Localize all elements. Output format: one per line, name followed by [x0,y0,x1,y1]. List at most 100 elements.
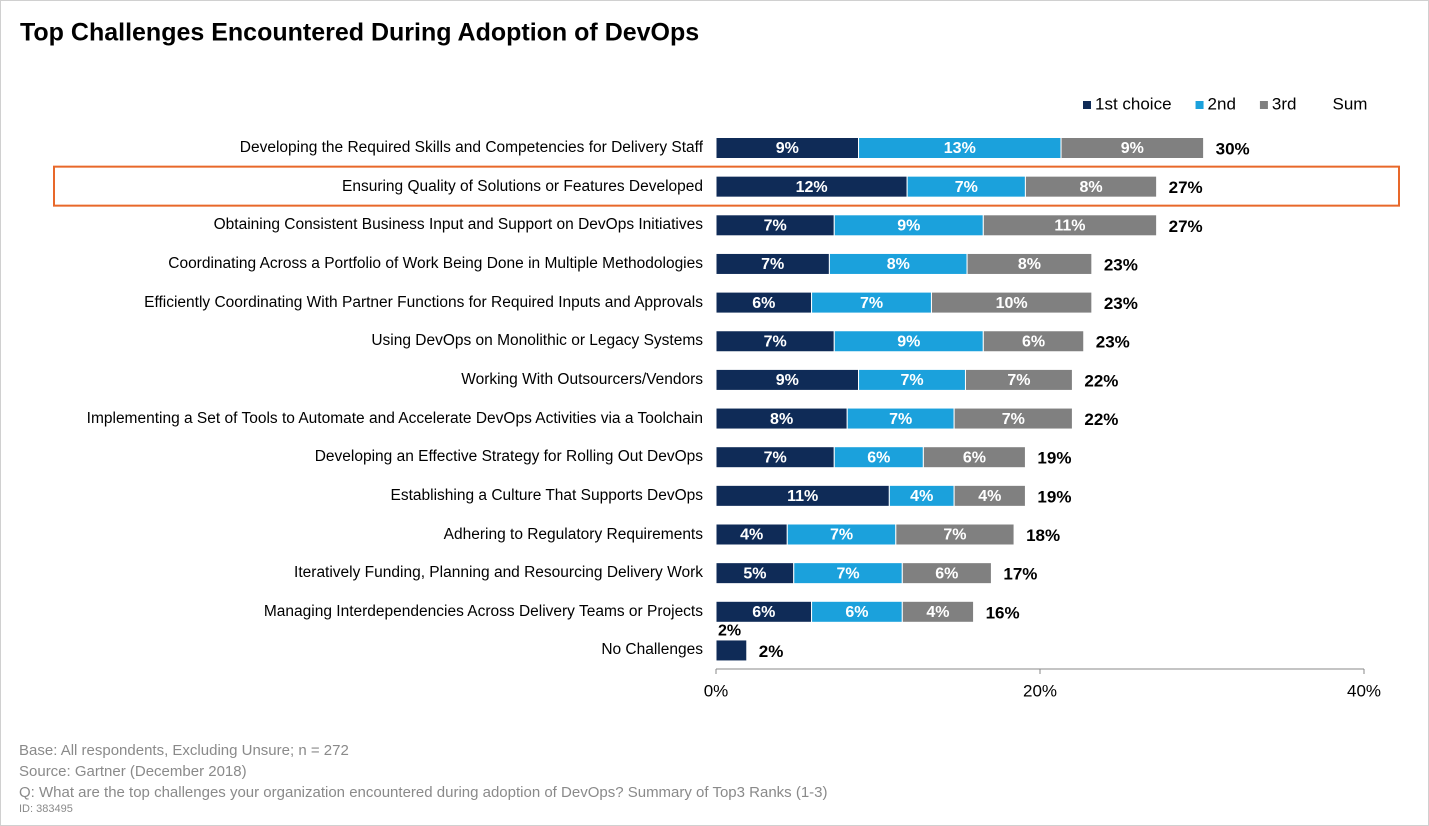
data-label: 6% [867,449,890,466]
category-label-box: Obtaining Consistent Business Input and … [213,216,703,234]
category-label-box: Establishing a Culture That Supports Dev… [390,486,703,504]
footnote: Base: All respondents, Excluding Unsure;… [19,742,349,759]
data-label: 7% [830,527,853,544]
bar-segment [895,523,1015,546]
data-label: 7% [761,256,784,273]
category-label-box: No Challenges [601,641,703,659]
bar-segment [982,330,1085,353]
category-label-box: Managing Interdependencies Across Delive… [264,603,703,620]
bar-segment [964,368,1073,391]
sum-label: 23% [1104,294,1138,313]
category-label: Developing the Required Skills and Compe… [239,139,703,156]
sum-label: 23% [1104,255,1138,274]
data-label: 12% [796,179,828,196]
category-label: Adhering to Regulatory Requirements [443,525,703,543]
category-label: No Challenges [601,641,703,659]
legend-swatch [1195,101,1204,109]
category-label-box: Working With Outsourcers/Vendors [461,370,703,388]
data-label: 7% [1007,372,1030,389]
category-label: Developing an Effective Strategy for Rol… [314,448,703,466]
category-label: Ensuring Quality of Solutions or Feature… [341,177,703,195]
sum-label: 16% [986,603,1020,622]
category-label-box: Implementing a Set of Tools to Automate … [86,409,703,427]
data-label: 9% [1121,140,1144,157]
category-label-box: Adhering to Regulatory Requirements [443,525,703,543]
category-label: Obtaining Consistent Business Input and … [213,216,703,234]
sum-label: 22% [1084,371,1118,390]
bar-segment [901,600,975,623]
bar-segment [953,407,1073,430]
category-label: Establishing a Culture That Supports Dev… [390,486,703,504]
data-label: 7% [836,565,859,582]
data-label: 7% [889,411,912,428]
sum-label: 18% [1026,526,1060,545]
category-label: Coordinating Across a Portfolio of Work … [168,254,703,272]
category-label: Working With Outsourcers/Vendors [461,370,703,388]
data-label: 7% [900,372,923,389]
category-label-box: Efficiently Coordinating With Partner Fu… [144,293,703,311]
data-label: 2% [718,623,741,640]
category-label: Implementing a Set of Tools to Automate … [86,409,703,427]
data-label: 9% [776,140,799,157]
id-note: ID: 383495 [19,803,73,815]
data-label: 7% [943,527,966,544]
category-label-box: Ensuring Quality of Solutions or Feature… [341,177,703,195]
category-label: Efficiently Coordinating With Partner Fu… [144,293,703,311]
data-label: 8% [887,256,910,273]
legend-label: 2nd [1208,94,1236,113]
sum-label: 17% [1003,565,1037,584]
data-label: 4% [926,604,949,621]
bar-segment [930,291,1093,314]
category-label: Using DevOps on Monolithic or Legacy Sys… [371,332,703,350]
data-label: 7% [955,179,978,196]
data-label: 13% [944,140,976,157]
data-label: 9% [776,372,799,389]
data-label: 11% [1054,218,1085,235]
legend-label: 3rd [1272,94,1297,113]
category-label-box: Developing the Required Skills and Compe… [239,139,703,156]
data-label: 5% [743,565,766,582]
data-label: 7% [764,449,787,466]
data-label: 6% [752,295,775,312]
data-label: 4% [978,488,1001,505]
bar-segment [1024,175,1158,198]
sum-label: 27% [1169,178,1203,197]
legend-swatch [1083,101,1091,109]
bar-segment [715,639,748,662]
data-label: 6% [752,604,775,621]
x-tick-label: 40% [1347,681,1381,700]
sum-label: 2% [759,642,784,661]
category-label-box: Iteratively Funding, Planning and Resour… [294,564,703,582]
data-label: 9% [897,218,920,235]
data-label: 11% [787,488,818,505]
data-label: 8% [1018,256,1041,273]
sum-label: 30% [1216,139,1250,158]
category-label: Iteratively Funding, Planning and Resour… [294,564,703,582]
category-label-box: Coordinating Across a Portfolio of Work … [168,254,703,272]
footnote: Q: What are the top challenges your orga… [19,784,828,801]
bar-segment [953,484,1026,507]
sum-label: 23% [1096,333,1130,352]
data-label: 9% [897,333,920,350]
data-label: 7% [764,333,787,350]
chart-title: Top Challenges Encountered During Adopti… [20,19,699,47]
data-label: 8% [1079,179,1102,196]
data-label: 4% [910,488,933,505]
legend-swatch [1259,101,1268,109]
footnote: Source: Gartner (December 2018) [19,763,247,780]
bar-segment [982,214,1158,237]
x-tick-label: 0% [704,681,729,700]
data-label: 6% [845,604,868,621]
legend-label: 1st choice [1095,94,1172,113]
legend-label: Sum [1333,94,1368,113]
sum-label: 19% [1037,449,1071,468]
category-label-box: Developing an Effective Strategy for Rol… [314,448,703,466]
data-label: 6% [935,565,958,582]
category-label-box: Using DevOps on Monolithic or Legacy Sys… [371,332,703,350]
sum-label: 19% [1037,487,1071,506]
data-label: 6% [963,449,986,466]
data-label: 8% [770,411,793,428]
data-label: 10% [996,295,1028,312]
